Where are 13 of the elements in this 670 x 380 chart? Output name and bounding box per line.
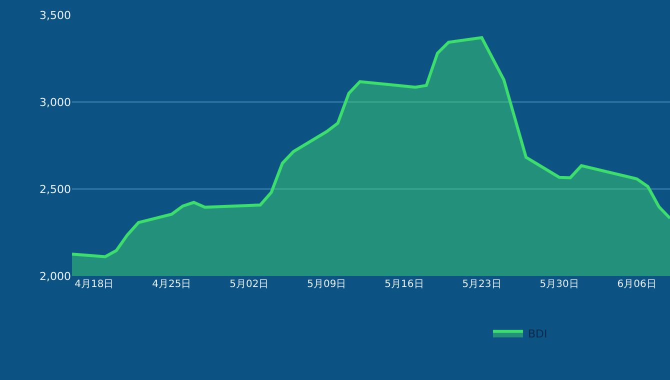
x-tick-label: 6月06日: [617, 279, 656, 290]
x-tick-label: 4月25日: [152, 279, 192, 290]
y-tick-label: 2,500: [40, 182, 71, 196]
legend-label: BDI: [528, 328, 548, 341]
x-tick-label: 5月23日: [462, 279, 502, 290]
y-tick-label: 3,000: [40, 96, 71, 109]
x-tick-label: 5月16日: [384, 279, 424, 290]
y-tick-label: 2,000: [40, 270, 71, 283]
x-tick-label: 5月02日: [230, 279, 269, 290]
x-tick-label: 5月30日: [540, 279, 579, 290]
x-tick-label: 5月09日: [307, 279, 346, 290]
y-tick-label: 3,500: [40, 8, 71, 22]
x-tick-label: 4月18日: [74, 279, 114, 290]
